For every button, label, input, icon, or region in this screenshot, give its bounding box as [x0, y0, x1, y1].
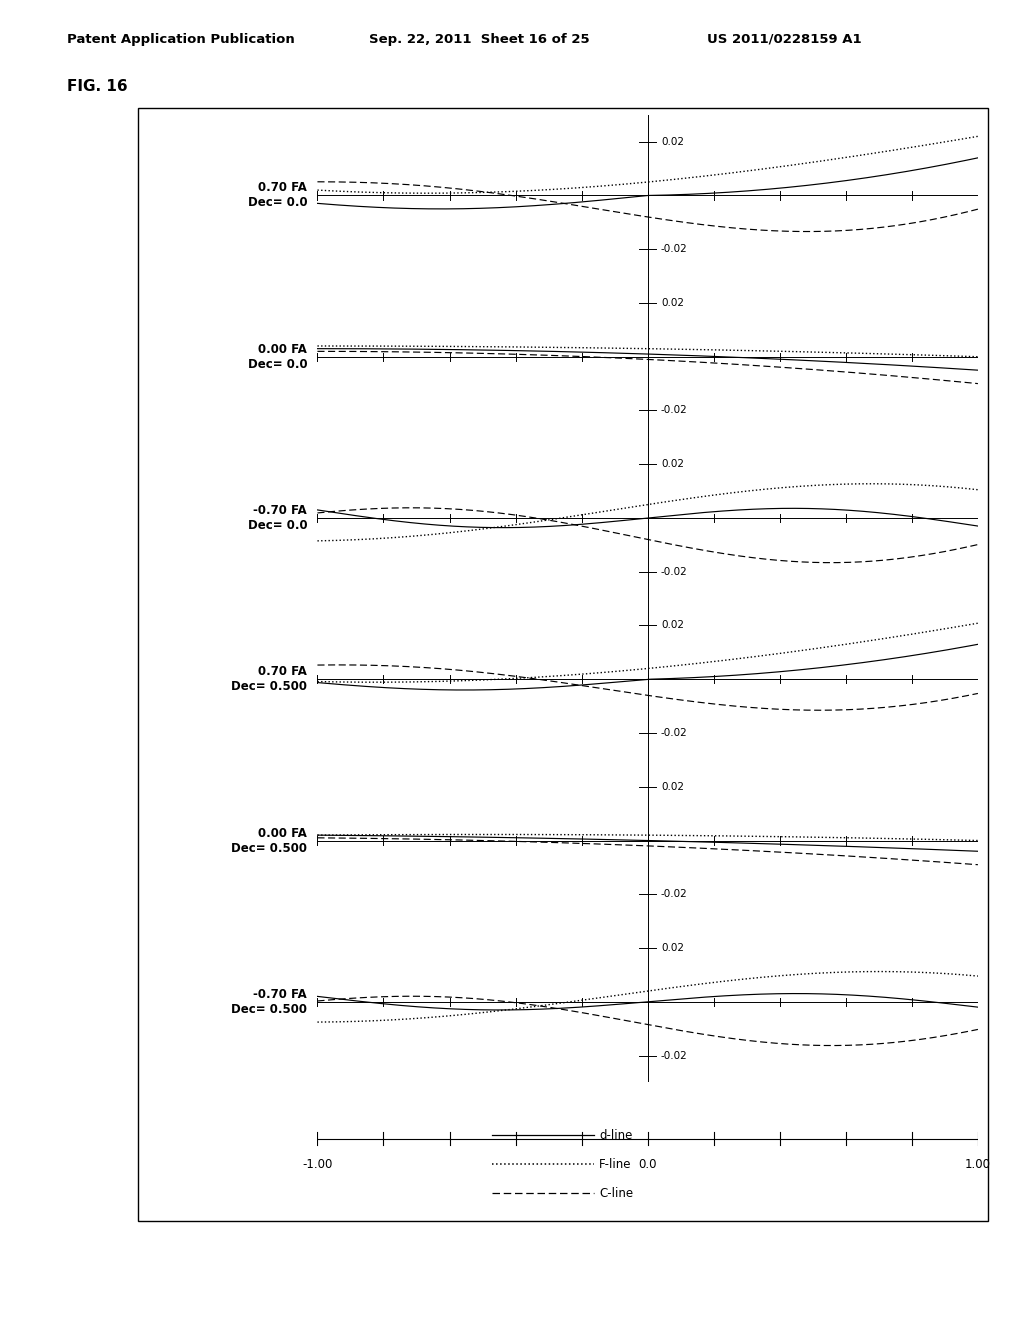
Text: 0.00 FA
Dec= 0.500: 0.00 FA Dec= 0.500: [231, 826, 307, 854]
Text: 0.70 FA
Dec= 0.0: 0.70 FA Dec= 0.0: [248, 181, 307, 210]
Text: 0.0: 0.0: [638, 1159, 657, 1171]
Text: -0.02: -0.02: [660, 1051, 688, 1060]
Text: -1.00: -1.00: [302, 1159, 333, 1171]
Text: 0.70 FA
Dec= 0.500: 0.70 FA Dec= 0.500: [231, 665, 307, 693]
Text: -0.70 FA
Dec= 0.500: -0.70 FA Dec= 0.500: [231, 987, 307, 1016]
Text: 0.02: 0.02: [660, 298, 684, 308]
Text: 0.02: 0.02: [660, 781, 684, 792]
Text: US 2011/0228159 A1: US 2011/0228159 A1: [707, 33, 861, 46]
Text: FIG. 16: FIG. 16: [67, 79, 127, 94]
Text: -0.02: -0.02: [660, 244, 688, 255]
Text: -0.02: -0.02: [660, 405, 688, 416]
Text: -0.02: -0.02: [660, 566, 688, 577]
Text: 0.02: 0.02: [660, 137, 684, 147]
Text: 0.02: 0.02: [660, 620, 684, 631]
Text: 0.02: 0.02: [660, 459, 684, 469]
Text: -0.70 FA
Dec= 0.0: -0.70 FA Dec= 0.0: [248, 504, 307, 532]
Text: 1.00: 1.00: [965, 1159, 991, 1171]
Text: 0.02: 0.02: [660, 942, 684, 953]
Text: d-line: d-line: [599, 1129, 633, 1142]
Text: C-line: C-line: [599, 1187, 633, 1200]
Text: -0.02: -0.02: [660, 890, 688, 899]
Text: -0.02: -0.02: [660, 729, 688, 738]
Text: F-line: F-line: [599, 1158, 632, 1171]
Text: Patent Application Publication: Patent Application Publication: [67, 33, 294, 46]
Text: Sep. 22, 2011  Sheet 16 of 25: Sep. 22, 2011 Sheet 16 of 25: [369, 33, 589, 46]
Text: 0.00 FA
Dec= 0.0: 0.00 FA Dec= 0.0: [248, 343, 307, 371]
